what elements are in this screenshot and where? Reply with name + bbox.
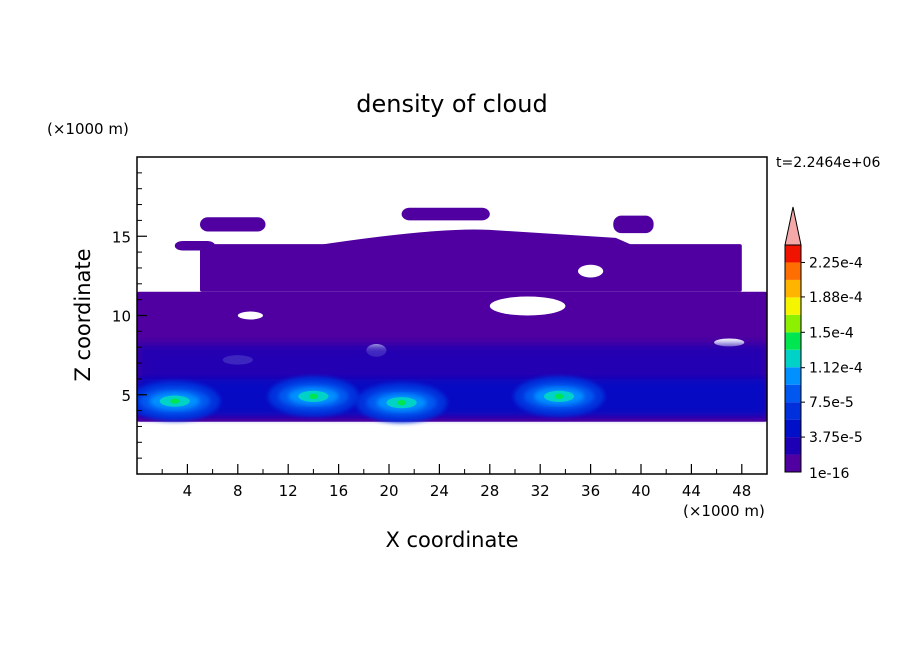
colorbar-level-2 bbox=[785, 419, 801, 438]
colorbar-level-11 bbox=[785, 262, 801, 280]
colorbar-level-10 bbox=[785, 279, 801, 298]
x-unit-label: (×1000 m) bbox=[683, 502, 765, 520]
colorbar-level-9 bbox=[785, 297, 801, 315]
colorbar-level-12 bbox=[785, 245, 801, 263]
x-tick-label: 40 bbox=[631, 482, 650, 500]
time-label: t=2.2464e+06 bbox=[776, 155, 880, 171]
cloud-region-patch-d bbox=[613, 215, 654, 234]
y-axis-label: Z coordinate bbox=[71, 248, 95, 381]
y-tick-label: 5 bbox=[121, 387, 131, 405]
cloud-region-upper-deck bbox=[200, 244, 742, 292]
x-tick-label: 20 bbox=[379, 482, 398, 500]
colorbar-frame bbox=[784, 244, 802, 473]
colorbar-level-4 bbox=[785, 384, 801, 403]
x-tick-label: 28 bbox=[480, 482, 499, 500]
y-tick-label: 15 bbox=[112, 228, 131, 246]
clear-gap-3 bbox=[237, 311, 263, 320]
x-tick-label: 12 bbox=[279, 482, 298, 500]
clear-gap-6 bbox=[578, 264, 604, 278]
cloud-region-patch-c bbox=[401, 207, 490, 221]
x-tick-label: 48 bbox=[732, 482, 751, 500]
colorbar-level-1 bbox=[785, 437, 801, 455]
x-tick-label: 32 bbox=[531, 482, 550, 500]
x-axis-ticks: 4 8 12 16 20 24 28 32 36 40 44 48 bbox=[161, 464, 751, 500]
cloud-region-patch-b bbox=[200, 217, 266, 232]
x-tick-label: 16 bbox=[329, 482, 348, 500]
density-core-0-level-4 bbox=[170, 398, 180, 404]
x-axis-label: X coordinate bbox=[385, 528, 518, 552]
cloud-density-field bbox=[137, 207, 767, 423]
colorbar-level-8 bbox=[785, 314, 801, 333]
x-tick-label: 44 bbox=[682, 482, 701, 500]
y-axis-ticks: 5 10 15 bbox=[112, 172, 147, 459]
colorbar-level-6 bbox=[785, 349, 801, 368]
density-core-1-level-4 bbox=[308, 393, 318, 399]
x-tick-label: 4 bbox=[183, 482, 193, 500]
colorbar-level-5 bbox=[785, 367, 801, 385]
colorbar: 1e-16 3.75e-5 7.5e-5 1.12e-4 1.5e-4 1.88e-4 2.… bbox=[784, 206, 863, 482]
y-tick-label: 10 bbox=[112, 308, 131, 326]
cloud-region-patch-a bbox=[174, 241, 216, 251]
x-tick-label: 24 bbox=[430, 482, 449, 500]
colorbar-level-7 bbox=[785, 332, 801, 350]
colorbar-tick-label: 1.5e-4 bbox=[809, 325, 854, 341]
cloud-region-upper-dome bbox=[313, 229, 641, 249]
colorbar-tick-label: 2.25e-4 bbox=[809, 255, 863, 271]
x-tick-label: 8 bbox=[233, 482, 243, 500]
colorbar-tick-label: 1.12e-4 bbox=[809, 361, 863, 377]
clear-gap-0 bbox=[489, 296, 566, 316]
density-core-3-level-4 bbox=[554, 393, 564, 399]
colorbar-tick-label: 3.75e-5 bbox=[809, 430, 863, 446]
density-core-2-level-4 bbox=[397, 400, 407, 406]
y-unit-label: (×1000 m) bbox=[47, 120, 129, 138]
colorbar-min-label: 1e-16 bbox=[809, 466, 849, 482]
colorbar-tick-label: 7.5e-5 bbox=[809, 395, 854, 411]
x-tick-label: 36 bbox=[581, 482, 600, 500]
density-band-2 bbox=[137, 378, 767, 416]
colorbar-extend-arrow bbox=[784, 206, 802, 246]
colorbar-tick-label: 1.88e-4 bbox=[809, 290, 863, 306]
colorbar-level-3 bbox=[785, 402, 801, 420]
chart-title: density of cloud bbox=[356, 90, 547, 118]
colorbar-level-0 bbox=[785, 454, 801, 472]
